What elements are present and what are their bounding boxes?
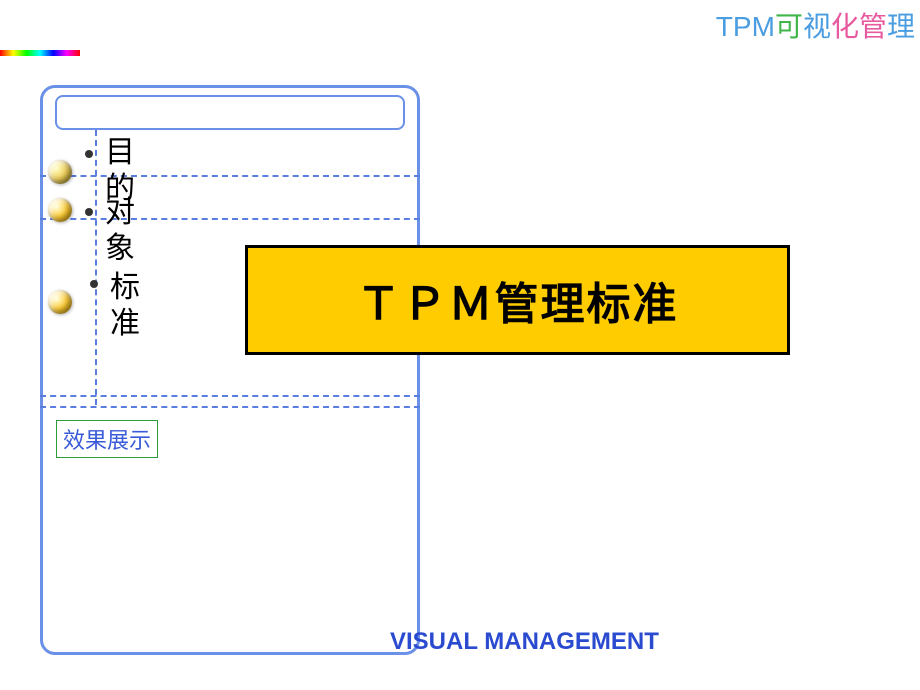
item-label: 对象 bbox=[105, 195, 135, 267]
dashed-divider-horizontal bbox=[40, 175, 420, 177]
bullet-dot-icon bbox=[85, 208, 93, 216]
bullet-dot-icon bbox=[85, 150, 93, 158]
rainbow-accent-bar bbox=[0, 50, 80, 56]
bullet-sphere-icon bbox=[48, 198, 72, 222]
header-title-char: 管 bbox=[859, 5, 887, 45]
header-title-char: M bbox=[752, 11, 775, 43]
dashed-divider-vertical bbox=[95, 130, 97, 405]
sidebar-panel-header-slot bbox=[55, 95, 405, 130]
dashed-divider-horizontal bbox=[40, 218, 420, 220]
header-title-char: P bbox=[733, 11, 752, 43]
sidebar-panel-outer bbox=[40, 85, 420, 655]
header-title-char: 理 bbox=[887, 5, 915, 45]
dashed-divider-horizontal bbox=[40, 406, 420, 408]
header-title: TPM可视化管理 bbox=[716, 5, 915, 45]
header-title-char: 可 bbox=[775, 5, 803, 45]
header-title-char: T bbox=[716, 11, 733, 43]
result-badge: 效果展示 bbox=[56, 420, 158, 458]
item-label: 标准 bbox=[110, 270, 140, 342]
main-title-box: ＴＰＭ管理标准 bbox=[245, 245, 790, 355]
footer-text: VISUAL MANAGEMENT bbox=[390, 628, 659, 656]
dashed-divider-horizontal bbox=[40, 395, 420, 397]
bullet-dot-icon bbox=[90, 280, 98, 288]
header-title-char: 视 bbox=[803, 5, 831, 45]
bullet-sphere-icon bbox=[48, 290, 72, 314]
header-title-char: 化 bbox=[831, 5, 859, 45]
bullet-sphere-icon bbox=[48, 160, 72, 184]
